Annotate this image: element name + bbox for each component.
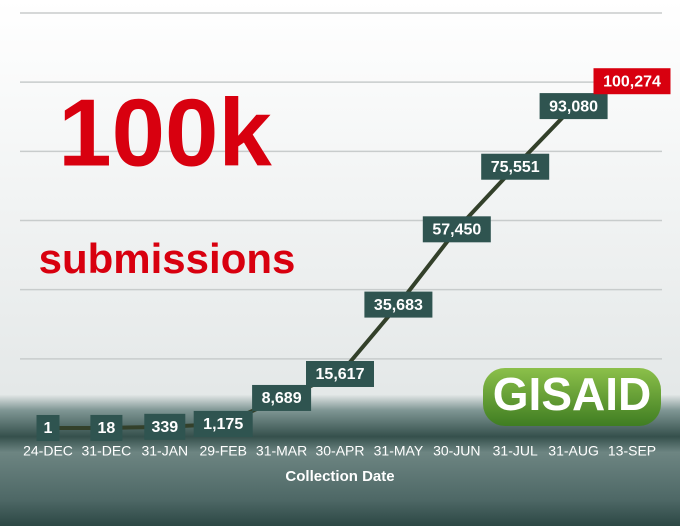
logo: GISAID — [493, 368, 651, 420]
value-label: 1,175 — [203, 416, 243, 433]
value-label: 35,683 — [374, 297, 423, 314]
value-label: 15,617 — [316, 366, 365, 383]
value-label-box — [539, 93, 608, 120]
x-tick-label: 31-DEC — [82, 443, 132, 459]
value-label: 18 — [98, 420, 116, 437]
logo-badge — [483, 368, 661, 426]
x-axis-label: Collection Date — [285, 468, 394, 485]
x-tick-label: 31-JUL — [493, 443, 538, 459]
x-tick-label: 24-DEC — [23, 443, 73, 459]
value-label: 93,080 — [549, 98, 598, 115]
value-label: 1 — [44, 420, 53, 437]
value-label-box — [193, 410, 253, 437]
value-label-box — [252, 384, 312, 411]
value-label: 57,450 — [432, 222, 481, 239]
value-label: 8,689 — [262, 390, 302, 407]
value-label-box — [36, 414, 60, 441]
x-tick-label: 31-MAR — [256, 443, 307, 459]
value-label-box — [481, 153, 550, 180]
value-label-box — [364, 291, 433, 318]
x-tick-label: 31-MAY — [374, 443, 424, 459]
value-label: 100,274 — [603, 73, 661, 90]
value-label-box — [306, 360, 374, 387]
x-tick-label: 31-AUG — [548, 443, 599, 459]
value-label: 75,551 — [491, 159, 540, 176]
x-tick-label: 29-FEB — [199, 443, 246, 459]
headline: 100k — [58, 79, 272, 186]
value-label-box — [593, 68, 671, 95]
value-label-box — [144, 413, 186, 440]
x-tick-label: 30-APR — [315, 443, 364, 459]
subheadline: submissions — [39, 235, 296, 282]
value-label-box — [90, 414, 123, 441]
x-tick-label: 31-JAN — [141, 443, 188, 459]
value-label-box — [422, 216, 491, 243]
value-label: 339 — [151, 419, 178, 436]
x-tick-label: 13-SEP — [608, 443, 656, 459]
x-tick-label: 30-JUN — [433, 443, 480, 459]
